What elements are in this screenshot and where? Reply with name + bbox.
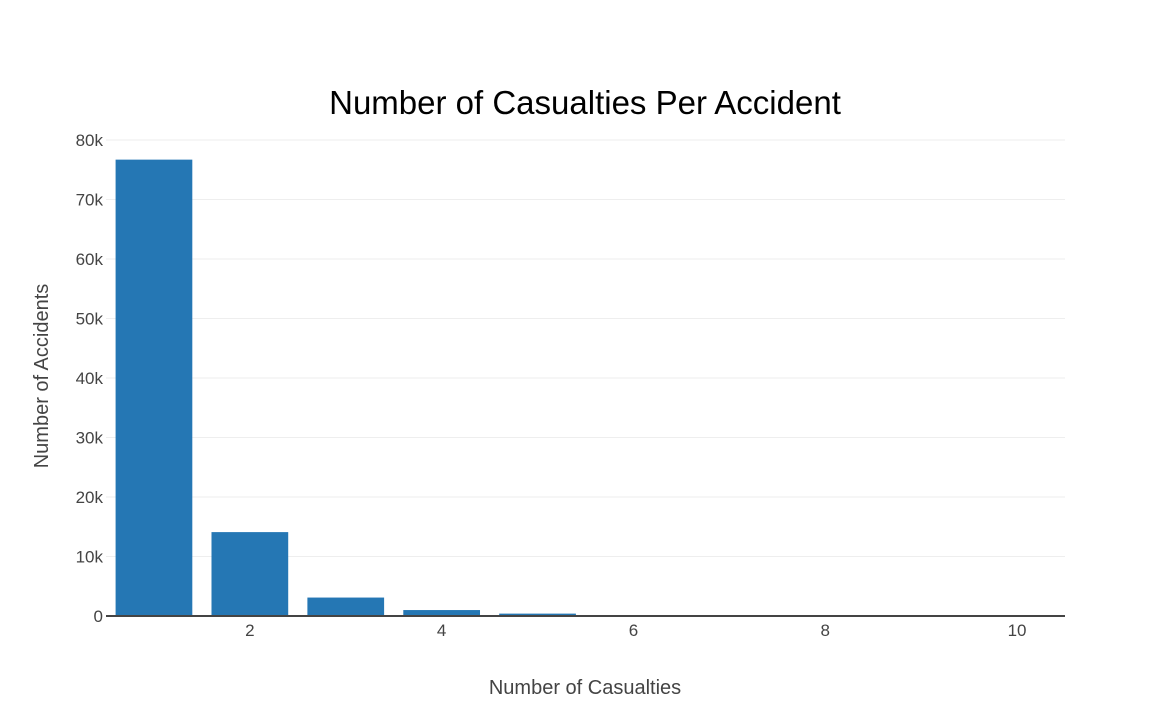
y-tick-label: 70k [76,191,104,210]
y-axis-ticks: 0 10k 20k 30k 40k 50k 60k 70k 80k [76,131,104,626]
bar [499,613,576,616]
y-tick-label: 10k [76,548,104,567]
bar [115,159,193,616]
x-tick-label: 6 [629,621,638,640]
y-tick-label: 30k [76,429,104,448]
x-tick-label: 2 [245,621,254,640]
bar [403,610,481,616]
y-tick-label: 50k [76,310,104,329]
y-tick-label: 60k [76,250,104,269]
chart-title: Number of Casualties Per Accident [329,84,841,121]
y-tick-label: 80k [76,131,104,150]
y-tick-label: 0 [94,607,103,626]
x-tick-label: 4 [437,621,446,640]
x-axis-title: Number of Casualties [489,677,681,699]
bars [115,159,1056,617]
gridlines [106,139,1065,557]
y-tick-label: 40k [76,369,104,388]
y-axis-title: Number of Accidents [31,284,53,469]
x-tick-label: 8 [821,621,830,640]
bar [211,532,289,616]
bar [307,597,385,616]
y-tick-label: 20k [76,488,104,507]
x-axis-ticks: 2 4 6 8 10 [245,621,1026,640]
x-tick-label: 10 [1008,621,1027,640]
